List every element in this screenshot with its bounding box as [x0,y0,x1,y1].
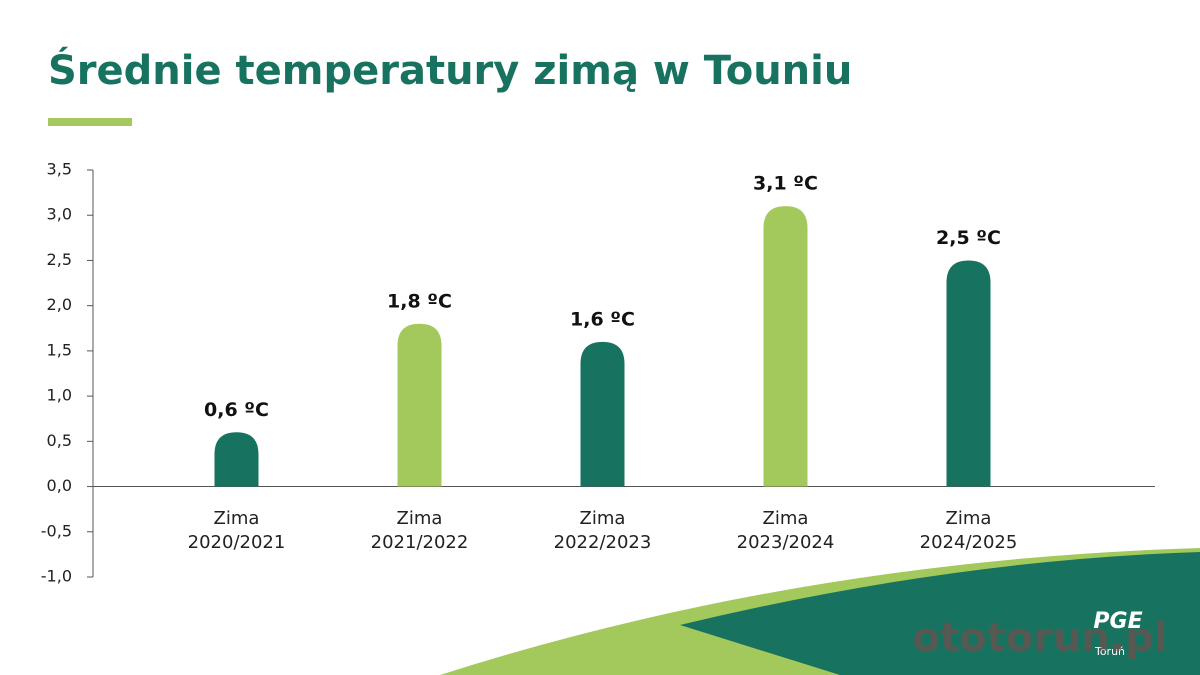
logo-sub: Toruń [1094,645,1125,658]
y-tick-label: 1,0 [47,386,72,405]
bar [580,341,625,487]
x-tick-label: Zima 2021/2022 [370,507,469,553]
chart-title: Średnie temperatury zimą w Touniu [48,46,852,94]
y-tick-label: -0,5 [41,521,72,540]
x-tick-label: Zima 2023/2024 [736,507,835,553]
value-label: 3,1 ºC [753,173,818,195]
y-tick-label: 3,0 [47,205,72,224]
logo: PGE [1093,609,1142,634]
decor-dark [680,552,1200,675]
y-tick-label: 2,0 [47,295,72,314]
y-tick-label: 0,0 [47,476,72,495]
y-tick-label: 2,5 [47,250,72,269]
value-label: 1,8 ºC [387,290,452,312]
x-tick-label: Zima 2020/2021 [187,507,286,553]
title-underline [48,118,132,126]
value-label: 0,6 ºC [204,399,269,421]
watermark: ototorun.pl [913,615,1168,661]
y-tick-label: 1,5 [47,340,72,359]
value-label: 1,6 ºC [570,308,635,330]
y-tick-label: -1,0 [41,567,72,586]
bar [214,432,259,487]
y-tick-label: 3,5 [47,160,72,179]
bar [763,206,808,487]
y-tick-label: 0,5 [47,431,72,450]
x-tick-label: Zima 2022/2023 [553,507,652,553]
x-tick-label: Zima 2024/2025 [919,507,1018,553]
bar [946,260,991,487]
value-label: 2,5 ºC [936,227,1001,249]
bar [397,323,442,487]
